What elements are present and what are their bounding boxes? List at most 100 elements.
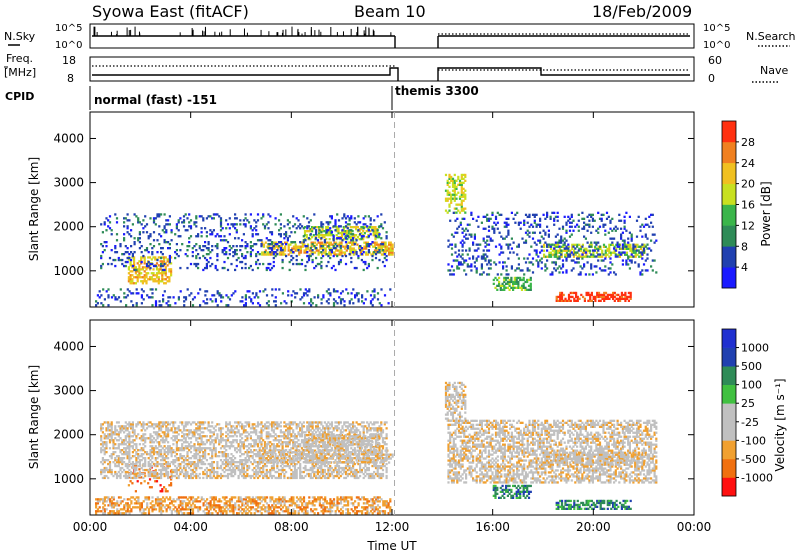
data-cell xyxy=(341,512,344,515)
data-cell xyxy=(623,221,626,224)
data-cell xyxy=(244,247,247,250)
data-cell xyxy=(458,385,462,388)
data-cell xyxy=(369,243,372,246)
data-cell xyxy=(325,290,328,293)
data-cell xyxy=(163,278,166,281)
data-cell xyxy=(105,229,108,232)
data-cell xyxy=(228,510,232,513)
data-cell xyxy=(329,243,332,246)
data-cell xyxy=(354,500,357,503)
data-cell xyxy=(310,300,313,303)
data-cell xyxy=(630,235,633,238)
data-cell xyxy=(311,258,314,262)
data-cell xyxy=(565,231,568,234)
data-cell xyxy=(367,215,370,218)
data-cell xyxy=(565,245,568,248)
data-cell xyxy=(213,500,216,503)
data-cell xyxy=(312,241,315,244)
data-cell xyxy=(95,300,98,303)
data-cell xyxy=(96,500,99,503)
data-cell xyxy=(290,258,293,262)
data-cell xyxy=(321,455,324,458)
data-cell xyxy=(271,496,274,499)
data-cell xyxy=(157,278,160,281)
data-cell xyxy=(455,391,458,394)
data-cell xyxy=(486,235,489,238)
data-cell xyxy=(126,213,129,216)
data-cell xyxy=(512,496,515,499)
data-cell xyxy=(465,273,468,276)
data-cell xyxy=(172,504,175,507)
data-cell xyxy=(329,253,332,256)
data-cell xyxy=(383,253,386,256)
data-cell xyxy=(588,243,591,246)
data-cell xyxy=(177,506,180,509)
data-cell xyxy=(155,262,159,265)
data-cell xyxy=(480,221,483,224)
data-cell xyxy=(315,500,318,503)
data-cell xyxy=(486,219,489,222)
data-cell xyxy=(638,251,641,254)
data-cell xyxy=(322,254,325,258)
data-cell xyxy=(166,258,169,261)
data-cell xyxy=(305,247,308,250)
data-cell xyxy=(114,264,117,268)
data-cell xyxy=(462,209,465,212)
data-cell xyxy=(295,254,298,258)
data-cell xyxy=(564,459,567,462)
data-cell xyxy=(341,239,344,242)
data-cell xyxy=(623,241,626,244)
data-cell xyxy=(204,266,207,270)
data-cell xyxy=(388,253,391,256)
data-cell xyxy=(338,498,341,501)
data-cell xyxy=(590,253,593,256)
data-cell xyxy=(468,257,471,260)
data-cell xyxy=(484,259,487,262)
data-cell xyxy=(302,498,306,501)
data-cell xyxy=(634,249,637,252)
data-cell xyxy=(604,249,607,252)
data-cell xyxy=(317,296,320,299)
data-cell xyxy=(193,223,196,226)
data-cell xyxy=(250,512,253,515)
data-cell xyxy=(560,505,564,508)
data-cell xyxy=(186,266,189,270)
data-cell xyxy=(144,225,147,228)
data-cell xyxy=(147,296,151,299)
data-cell xyxy=(493,231,496,234)
data-cell xyxy=(494,486,497,490)
data-cell xyxy=(159,268,162,271)
data-cell xyxy=(544,231,547,234)
data-cell xyxy=(572,253,575,256)
data-cell xyxy=(515,490,518,493)
data-cell xyxy=(561,271,565,274)
data-cell xyxy=(453,407,456,410)
data-cell xyxy=(524,231,528,234)
data-cell xyxy=(278,245,281,248)
data-cell xyxy=(189,225,193,228)
data-cell xyxy=(121,262,124,266)
data-cell xyxy=(613,251,616,254)
data-cell xyxy=(599,505,602,508)
data-cell xyxy=(144,508,147,511)
data-cell xyxy=(296,455,299,458)
data-cell xyxy=(448,197,451,200)
data-cell xyxy=(141,280,144,283)
data-cell xyxy=(505,269,508,272)
data-cell xyxy=(450,233,454,236)
data-cell xyxy=(567,219,570,222)
data-cell xyxy=(260,500,263,503)
data-cell xyxy=(585,507,588,510)
data-cell xyxy=(487,243,491,246)
data-cell xyxy=(451,183,455,186)
data-cell xyxy=(629,459,632,462)
data-cell xyxy=(600,219,603,222)
data-cell xyxy=(373,294,376,297)
data-cell xyxy=(632,453,635,456)
data-cell xyxy=(148,468,152,471)
data-cell xyxy=(131,482,134,485)
data-cell xyxy=(595,241,598,244)
data-cell xyxy=(344,262,348,266)
data-cell xyxy=(352,502,355,505)
data-cell xyxy=(262,215,265,218)
